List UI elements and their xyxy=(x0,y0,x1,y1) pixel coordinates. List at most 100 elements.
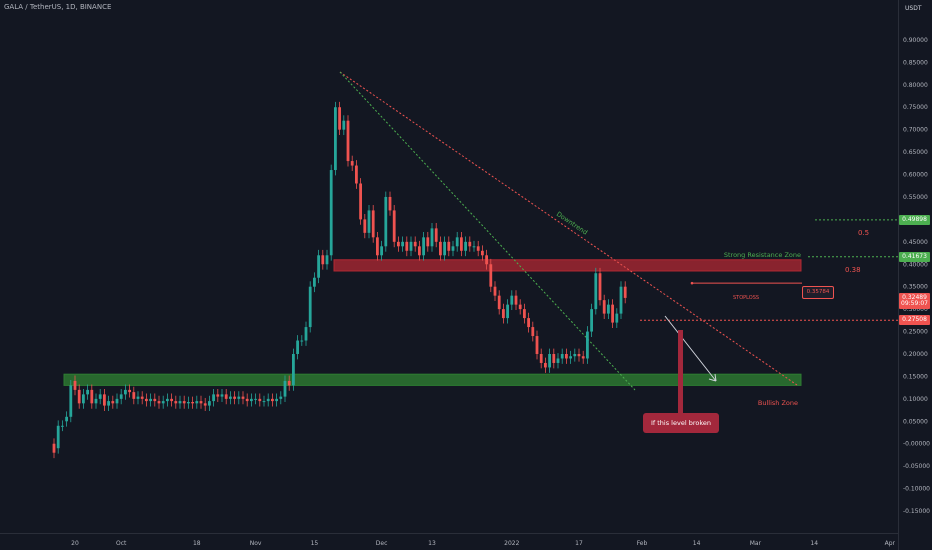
y-tick-label: 0.20000 xyxy=(903,351,928,358)
candle-body xyxy=(586,331,589,359)
y-tick-label: -0.15000 xyxy=(903,508,930,515)
candle-body xyxy=(191,401,194,404)
price-tag: 0.27508 xyxy=(899,315,930,326)
candle-body xyxy=(308,286,312,328)
candle-body xyxy=(569,356,572,359)
candle-body xyxy=(250,398,253,402)
price-axis[interactable]: 0.90000 0.85000 0.80000 0.75000 0.70000 0.650… xyxy=(903,37,930,515)
price-tag: 0.49898 xyxy=(899,214,930,225)
stoploss-label: STOPLOSS xyxy=(733,295,759,301)
candle-body xyxy=(157,401,161,404)
projection-arrow-head xyxy=(708,373,717,382)
candle-body xyxy=(455,237,459,247)
y-tick-label: 0.45000 xyxy=(903,239,928,246)
candle-body xyxy=(174,401,178,404)
y-tick-label: -0.05000 xyxy=(903,463,930,470)
candle-body xyxy=(292,353,295,386)
candle-body xyxy=(233,396,236,399)
x-tick-label: Apr xyxy=(885,540,896,547)
candle-body xyxy=(552,353,556,363)
candle-body xyxy=(103,394,106,406)
candle-body xyxy=(287,380,291,386)
symbol-title: GALA / TetherUS, 1D, BINANCE xyxy=(4,3,112,11)
candle-body xyxy=(245,398,249,402)
candle-body xyxy=(615,313,619,323)
candle-body xyxy=(523,309,526,319)
candle-body xyxy=(266,398,270,402)
x-tick-label: Mar xyxy=(750,540,762,547)
candle-body xyxy=(187,401,190,404)
candle-body xyxy=(598,273,602,301)
candle-body xyxy=(178,401,182,404)
candle-body xyxy=(224,394,228,399)
candle-body xyxy=(136,396,140,399)
candles-layer xyxy=(52,101,627,459)
fib-038-label: 0.38 xyxy=(845,266,861,274)
time-axis-divider xyxy=(0,533,898,534)
candle-body xyxy=(556,358,560,363)
candle-body xyxy=(342,120,346,130)
fib-05-label: 0.5 xyxy=(858,229,869,237)
candle-body xyxy=(510,295,514,305)
currency-label: USDT xyxy=(905,5,922,12)
price-tag: 09:59:07 xyxy=(899,298,930,309)
candle-body xyxy=(73,380,77,390)
x-tick-label: 2022 xyxy=(504,540,519,547)
candle-body xyxy=(128,389,131,393)
x-tick-label: Oct xyxy=(116,540,127,547)
candle-body xyxy=(107,401,110,406)
candle-body xyxy=(69,385,73,417)
x-tick-label: 20 xyxy=(71,540,79,547)
candle-body xyxy=(539,353,543,363)
candle-body xyxy=(392,210,396,242)
candle-body xyxy=(258,398,262,402)
candle-body xyxy=(384,196,388,247)
candle-body xyxy=(254,398,257,400)
candle-body xyxy=(149,398,152,402)
candle-body xyxy=(430,228,434,247)
candle-body xyxy=(350,161,354,166)
y-tick-label: 0.85000 xyxy=(903,59,928,66)
candle-body xyxy=(447,241,451,251)
candle-body xyxy=(468,241,472,247)
candle-body xyxy=(145,398,148,402)
y-tick-label: -0.10000 xyxy=(903,486,930,493)
candle-body xyxy=(422,237,425,256)
candle-body xyxy=(451,246,455,251)
candle-body xyxy=(623,286,627,298)
candle-body xyxy=(346,120,350,162)
x-tick-label: 15 xyxy=(311,540,319,547)
candle-body xyxy=(443,241,446,256)
bullish-zone-label: Bullish Zone xyxy=(758,399,798,407)
resistance-zone xyxy=(333,259,802,272)
time-axis[interactable]: 20 Oct 18 Nov 15 Dec 13 2022 17 Feb 14 Mar 14 Apr xyxy=(71,540,895,547)
candle-body xyxy=(140,396,144,399)
candle-body xyxy=(271,398,274,402)
bullish-zone xyxy=(63,373,802,386)
candle-body xyxy=(418,246,421,256)
candle-body xyxy=(602,300,606,314)
y-tick-label: 0.70000 xyxy=(903,127,928,134)
candle-body xyxy=(611,304,614,323)
y-tick-label: -0.00000 xyxy=(903,441,930,448)
candle-body xyxy=(111,401,115,404)
candle-body xyxy=(115,398,119,404)
candle-body xyxy=(619,286,623,314)
y-tick-label: 0.80000 xyxy=(903,82,928,89)
downtrend-label: Downtrend xyxy=(555,210,589,237)
candle-body xyxy=(313,277,316,287)
candle-body xyxy=(86,389,89,395)
candle-body xyxy=(376,237,379,256)
candle-body xyxy=(216,394,220,397)
downtrend-line-red xyxy=(339,71,798,386)
stoploss-anchor xyxy=(690,281,694,285)
candle-body xyxy=(577,353,581,357)
candle-body xyxy=(195,401,199,404)
candle-body xyxy=(304,327,308,341)
candle-body xyxy=(170,398,173,402)
candle-body xyxy=(405,241,409,251)
candle-body xyxy=(527,318,530,328)
x-tick-label: 13 xyxy=(428,540,436,547)
candle-body xyxy=(594,273,598,310)
